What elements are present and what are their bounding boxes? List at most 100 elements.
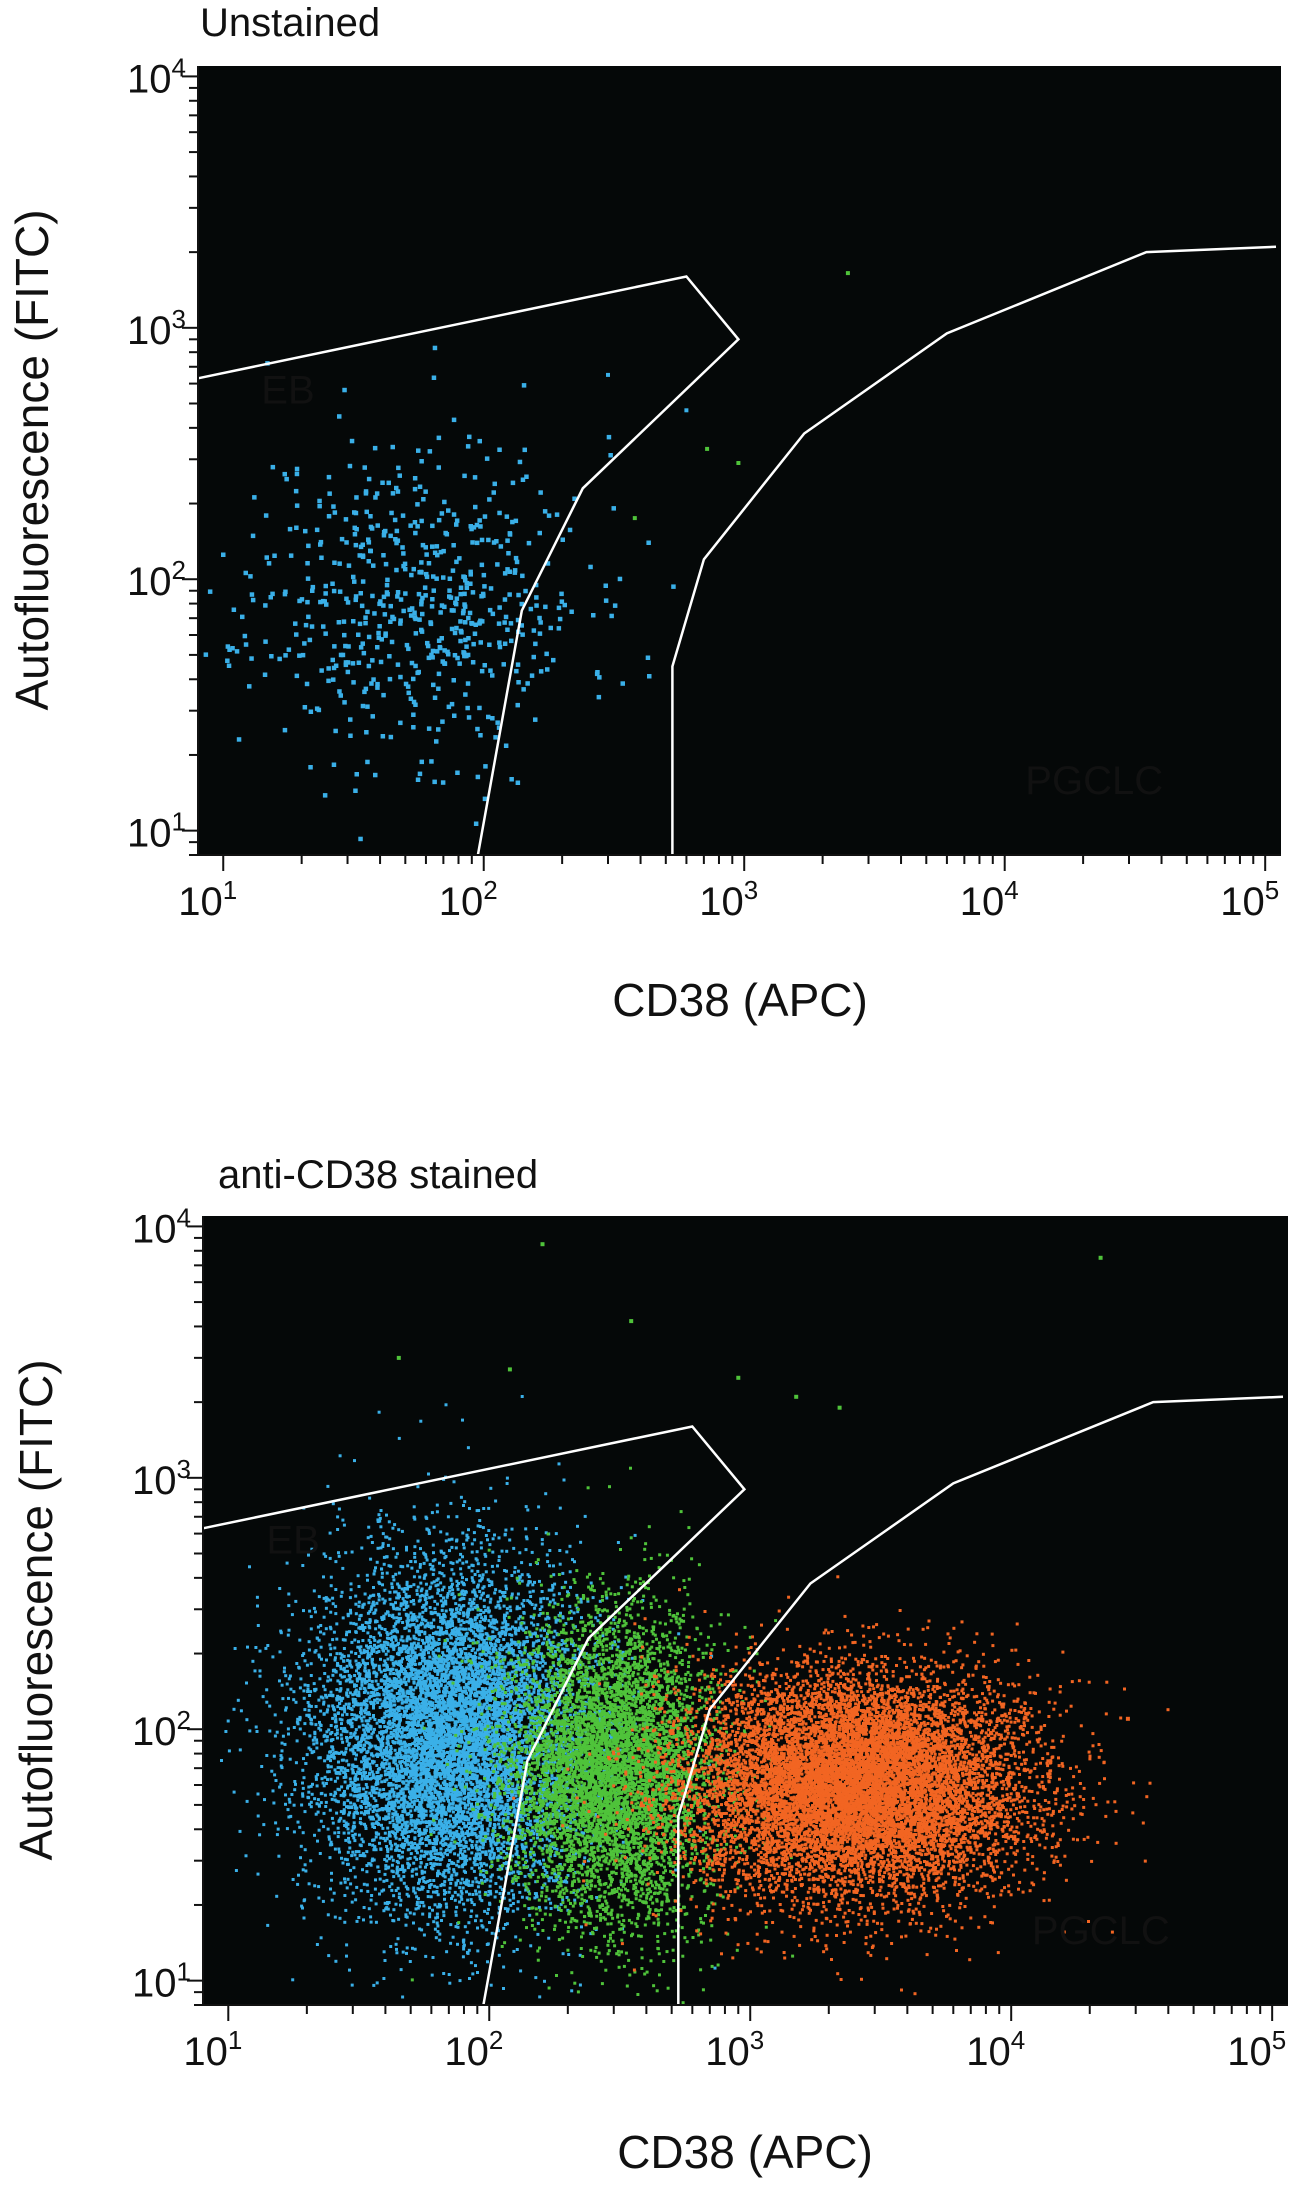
data-point [283,653,288,658]
data-point [458,1886,462,1890]
data-point [447,1538,451,1542]
data-point [453,1846,457,1850]
data-point [377,624,382,629]
data-point [381,594,387,600]
data-point [430,544,435,549]
data-point [360,703,366,709]
data-point [419,1684,423,1688]
data-point [357,621,363,627]
data-point [450,1610,454,1614]
data-point [459,1605,463,1609]
data-point [449,1578,453,1582]
data-point [385,1859,389,1863]
plot-area [198,66,1281,855]
data-point [423,489,428,494]
data-point [446,704,452,710]
data-point [349,1611,353,1615]
data-point [225,644,231,649]
data-point [447,1790,451,1794]
data-point [362,465,367,470]
data-point [552,1573,556,1577]
data-point [422,1576,426,1580]
data-point [677,1632,681,1636]
data-point [368,514,373,519]
data-point [501,662,506,667]
data-point [538,1579,541,1583]
data-point [439,1738,442,1742]
data-point [361,1639,365,1642]
data-point [282,471,287,477]
chart-unstained: Unstained EB PGCLC 101 102 103 104 105 1… [0,0,1305,1060]
data-point [617,576,623,582]
data-point [497,605,502,610]
data-point [409,1611,413,1615]
data-point [450,1632,454,1635]
data-point [560,1586,564,1590]
data-point [417,1638,421,1642]
data-point [346,1658,350,1662]
data-point [487,1619,491,1623]
data-point [520,477,526,482]
data-point [357,1661,361,1665]
data-point [420,595,425,601]
data-point [502,597,508,602]
data-point [461,608,466,614]
data-point [438,1796,442,1800]
data-point [326,1484,330,1488]
data-point [382,1693,386,1697]
data-point [394,567,399,573]
data-point [416,1700,420,1704]
data-point [426,1890,430,1893]
data-point [437,644,443,650]
data-point [464,653,469,659]
data-point [471,1821,475,1825]
data-point [400,1529,404,1533]
data-point [474,540,480,546]
data-point [343,1707,347,1711]
data-point [468,1838,472,1842]
data-point [256,1792,260,1796]
data-point [422,1933,426,1937]
data-point [334,1604,338,1608]
data-point [499,1846,503,1850]
data-point [559,1688,563,1692]
data-point [412,1583,416,1587]
x-tick-label: 101 [178,875,237,924]
data-point [578,1709,582,1713]
data-point [359,1663,363,1667]
data-point [322,1596,326,1600]
data-point [334,1612,338,1616]
data-point [447,1890,451,1894]
data-point [468,1507,471,1510]
data-point [389,1945,393,1948]
data-point [529,1718,533,1722]
data-point [327,1728,331,1732]
data-point [353,1839,357,1843]
data-point [482,584,487,589]
data-point [417,1846,421,1849]
data-point [359,603,365,609]
y-tick-label: 102 [127,555,186,604]
data-point [448,1981,452,1985]
data-point [385,1754,389,1758]
data-point [348,1784,352,1787]
data-point [310,1547,314,1551]
data-point [307,637,313,643]
data-point [352,1622,356,1626]
data-point [511,1823,515,1827]
data-point [524,1535,528,1539]
data-point [369,1915,373,1919]
data-point [432,1717,436,1721]
data-point [454,1913,458,1917]
data-point [349,438,355,444]
data-point [361,650,367,656]
data-point [458,1856,462,1860]
data-point [373,495,378,500]
data-point [221,552,226,557]
data-point [404,1606,408,1609]
data-point [421,1912,425,1916]
data-point [537,1811,541,1814]
data-point [238,1829,242,1833]
data-point [462,473,467,479]
data-point [358,1786,362,1790]
